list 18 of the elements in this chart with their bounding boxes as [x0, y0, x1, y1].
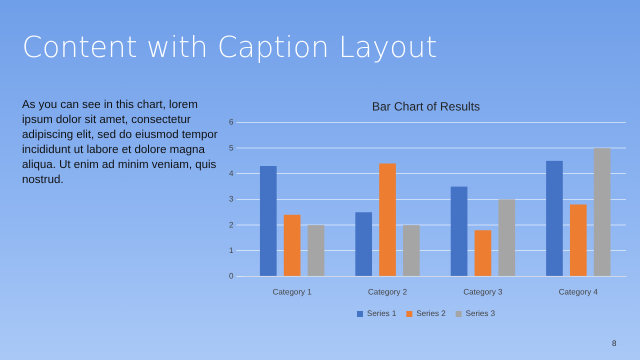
y-tick-label: 2	[228, 220, 234, 230]
legend-label: Series 2	[416, 309, 446, 318]
y-tick-label: 3	[228, 194, 234, 204]
x-tick-label: Category 1	[272, 287, 312, 296]
y-tick-label: 5	[228, 143, 234, 152]
y-tick-label: 6	[228, 118, 234, 127]
text: 8	[612, 339, 616, 348]
legend-label: Series 1	[366, 309, 397, 318]
y-tick-label: 1	[228, 246, 234, 255]
text: As you can see in this chart, lorem ipsum dolor sit amet, consectetur adipiscing elit, sed do eiusmod tempor incididunt ut labore et dolore magna aliqua. Ut enim ad minim veniam, quis nostrud.	[22, 98, 219, 188]
chart-subtitle: Bar Chart of Results	[372, 100, 480, 114]
y-tick-label: 0	[228, 272, 234, 281]
legend-label: Series 3	[466, 309, 496, 318]
x-tick-label: Category 4	[558, 287, 598, 296]
chart-title: Content with Caption Layout	[22, 30, 438, 64]
x-tick-label: Category 2	[368, 287, 408, 296]
y-tick-label: 4	[228, 168, 234, 178]
x-tick-label: Category 3	[463, 287, 504, 296]
